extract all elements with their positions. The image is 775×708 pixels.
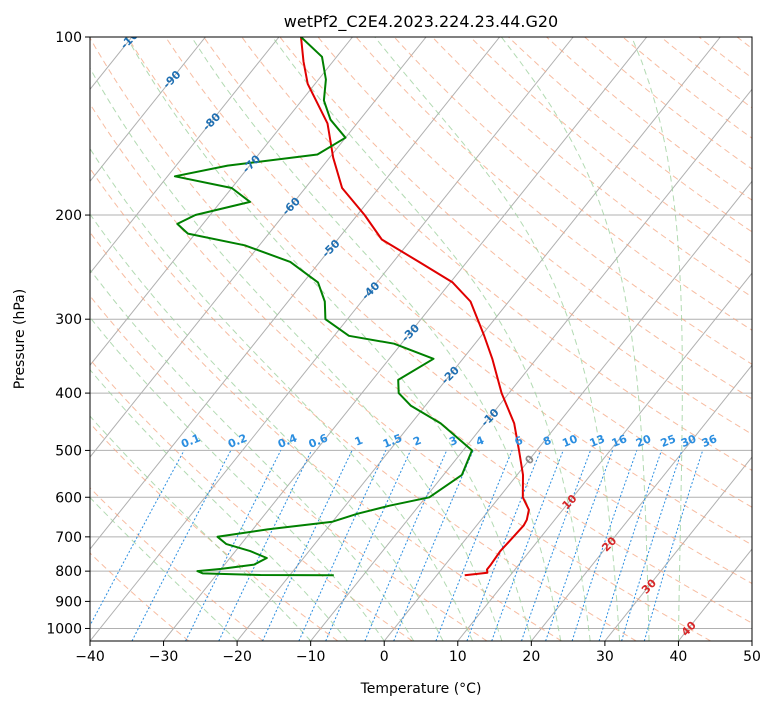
dry-adiabat-line: [90, 231, 562, 641]
dry-adiabat-line: [203, 37, 752, 508]
series-layer: [173, 37, 530, 577]
mixing-ratio-line: [598, 450, 662, 641]
isotherm-line: [163, 37, 648, 641]
mixing-ratio-label: 36: [700, 432, 719, 450]
y-tick-label: 400: [55, 386, 82, 402]
moist-adiabat-line: [90, 415, 312, 641]
moist-adiabat-line: [126, 37, 532, 641]
moist-adiabat-line: [272, 37, 591, 641]
dry-adiabat-line: [470, 37, 752, 265]
y-tick-label: 200: [55, 208, 82, 224]
mixing-ratio-label: 1: [353, 434, 365, 449]
isotherm-line: [90, 37, 501, 550]
x-tick-label: 30: [596, 649, 614, 665]
dry-adiabat-line: [90, 37, 752, 624]
dry-adiabat-line: [90, 295, 488, 641]
chart-title: wetPf2_C2E4.2023.224.23.44.G20: [284, 12, 558, 32]
dry-adiabat-line: [90, 167, 637, 641]
x-tick-label: 10: [449, 649, 467, 665]
isotherm-line: [90, 37, 574, 641]
y-tick-label: 1000: [46, 621, 82, 637]
x-tick-label: 0: [380, 649, 389, 665]
mixing-ratio-label: 2: [411, 434, 423, 449]
isotherm-line: [604, 456, 752, 641]
moist-adiabat-line: [191, 37, 562, 641]
x-tick-label: 40: [670, 649, 688, 665]
mixing-ratio-line: [643, 450, 704, 641]
mixing-ratio-label: 20: [634, 432, 653, 450]
y-tick-label: 800: [55, 564, 82, 580]
mixing-ratio-label: 10: [560, 432, 579, 450]
dewpoint-profile: [173, 37, 473, 577]
mixing-ratio-line: [218, 450, 313, 641]
x-axis-label: Temperature (°C): [360, 681, 482, 697]
y-tick-label: 900: [55, 594, 82, 610]
mixing-ratio-line: [364, 450, 448, 641]
dry-adiabat-line: [165, 37, 752, 546]
dry-adiabat-line: [431, 37, 752, 298]
temperature-profile: [300, 37, 530, 577]
dry-adiabat-line: [622, 37, 752, 139]
isotherm-line: [383, 180, 752, 641]
mixing-ratio-label: 30: [679, 432, 698, 450]
mixing-ratio-label: 3: [447, 434, 459, 449]
dry-adiabat-line: [279, 37, 752, 435]
moist-adiabat-line: [90, 147, 473, 641]
mixing-ratio-label: 8: [541, 434, 553, 449]
x-axis: −40 −30 −20 −10 0 10 20 30 40 50: [75, 641, 761, 665]
x-tick-label: −20: [222, 649, 252, 665]
plot-frame: [89, 36, 753, 642]
mixing-ratio-line: [185, 450, 282, 641]
dry-adiabat-line: [584, 37, 752, 170]
moist-adiabat-line: [374, 37, 621, 641]
moist-adiabat-line: [90, 67, 503, 641]
isotherm-line: [90, 37, 206, 183]
moist-adiabat-line: [90, 316, 385, 641]
mixing-ratio-line: [621, 450, 683, 641]
x-tick-label: −40: [75, 649, 105, 665]
x-tick-label: 50: [743, 649, 761, 665]
dry-adiabat-line: [393, 37, 752, 331]
mixing-ratio-line: [571, 450, 638, 641]
y-tick-label: 700: [55, 530, 82, 546]
mixing-ratio-line: [545, 450, 614, 641]
y-tick-label: 100: [55, 30, 82, 46]
y-tick-label: 500: [55, 443, 82, 459]
dry-adiabat-line: [241, 37, 752, 471]
mixing-ratio-line: [491, 450, 564, 641]
moist-adiabat-line: [90, 213, 444, 641]
mixing-ratio-label: 16: [610, 432, 629, 450]
isotherm-line: [236, 37, 721, 641]
y-tick-label: 600: [55, 490, 82, 506]
x-tick-label: 20: [522, 649, 540, 665]
moist-adiabat-line: [90, 496, 238, 641]
y-axis-label: Pressure (hPa): [12, 289, 28, 389]
mixing-ratio-line: [325, 450, 412, 641]
y-tick-label: 300: [55, 312, 82, 328]
mixing-ratio-line: [466, 450, 542, 641]
mixing-ratio-line: [521, 450, 591, 641]
moist-adiabat-line: [631, 37, 683, 641]
mixing-ratio-line: [298, 450, 387, 641]
y-axis: 100 200 300 400 500 600 700 800 900 1000: [46, 30, 90, 637]
mixing-ratio-line: [90, 450, 185, 627]
dry-adiabat-line: [90, 103, 712, 641]
x-tick-label: −30: [149, 649, 179, 665]
mixing-ratio-label: 13: [588, 432, 607, 450]
mixing-ratio-label: 25: [659, 432, 678, 450]
moist-adiabat-line: [90, 369, 348, 641]
isotherm-line: [90, 37, 280, 275]
isotherm-line: [90, 37, 353, 366]
mixing-ratio-line: [262, 450, 353, 641]
x-tick-label: −10: [296, 649, 326, 665]
moist-adiabat-line: [501, 37, 650, 641]
